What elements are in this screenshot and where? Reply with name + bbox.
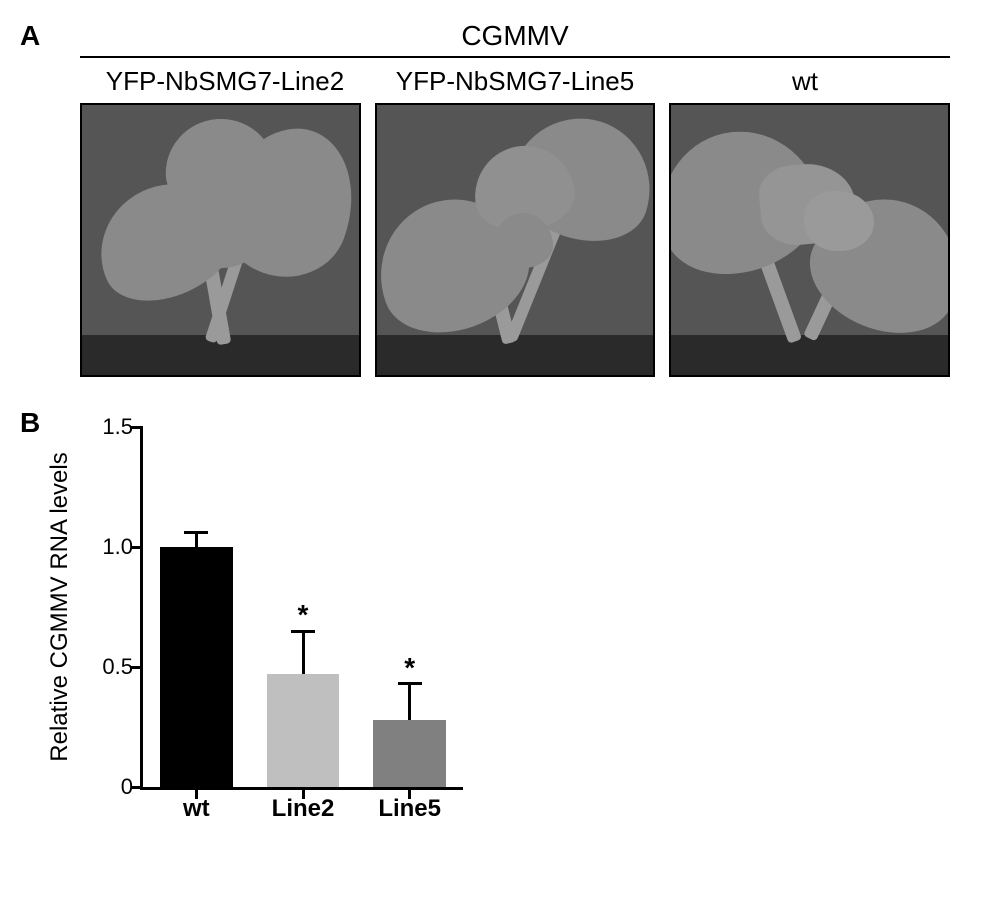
y-axis-label: Relative CGMMV RNA levels bbox=[46, 452, 74, 761]
bar-chart: 00.51.01.5wt*Line2*Line5 bbox=[140, 427, 480, 847]
y-tick-label: 0 bbox=[83, 774, 133, 800]
panel-a-label: A bbox=[20, 20, 40, 52]
col-label-wt: wt bbox=[660, 66, 950, 97]
col-label-line5: YFP-NbSMG7-Line5 bbox=[370, 66, 660, 97]
bar-line2 bbox=[267, 674, 340, 787]
x-tick-label: Line2 bbox=[272, 795, 335, 823]
errorbar bbox=[408, 684, 411, 720]
panel-b-label: B bbox=[20, 407, 40, 439]
errorbar bbox=[195, 533, 198, 547]
plant-image-line5 bbox=[375, 103, 656, 377]
plant-image-wt bbox=[669, 103, 950, 377]
bar-line5 bbox=[373, 720, 446, 787]
significance-marker: * bbox=[298, 599, 309, 631]
y-tick-label: 1.0 bbox=[83, 534, 133, 560]
panel-a: A CGMMV YFP-NbSMG7-Line2 YFP-NbSMG7-Line… bbox=[20, 20, 980, 377]
y-tick-label: 0.5 bbox=[83, 654, 133, 680]
y-tick-label: 1.5 bbox=[83, 414, 133, 440]
panel-b: B Relative CGMMV RNA levels 00.51.01.5wt… bbox=[20, 407, 520, 887]
errorbar bbox=[302, 631, 305, 674]
bar-wt bbox=[160, 547, 233, 787]
panel-a-header: CGMMV bbox=[80, 20, 950, 58]
panel-a-column-labels: YFP-NbSMG7-Line2 YFP-NbSMG7-Line5 wt bbox=[80, 66, 950, 97]
panel-a-images bbox=[80, 103, 950, 377]
errorbar-cap bbox=[184, 531, 208, 534]
plot-area: 00.51.01.5wt*Line2*Line5 bbox=[140, 427, 463, 790]
x-tick-label: wt bbox=[183, 795, 210, 823]
x-tick-label: Line5 bbox=[378, 795, 441, 823]
figure: A CGMMV YFP-NbSMG7-Line2 YFP-NbSMG7-Line… bbox=[20, 20, 980, 887]
plant-image-line2 bbox=[80, 103, 361, 377]
col-label-line2: YFP-NbSMG7-Line2 bbox=[80, 66, 370, 97]
significance-marker: * bbox=[404, 652, 415, 684]
